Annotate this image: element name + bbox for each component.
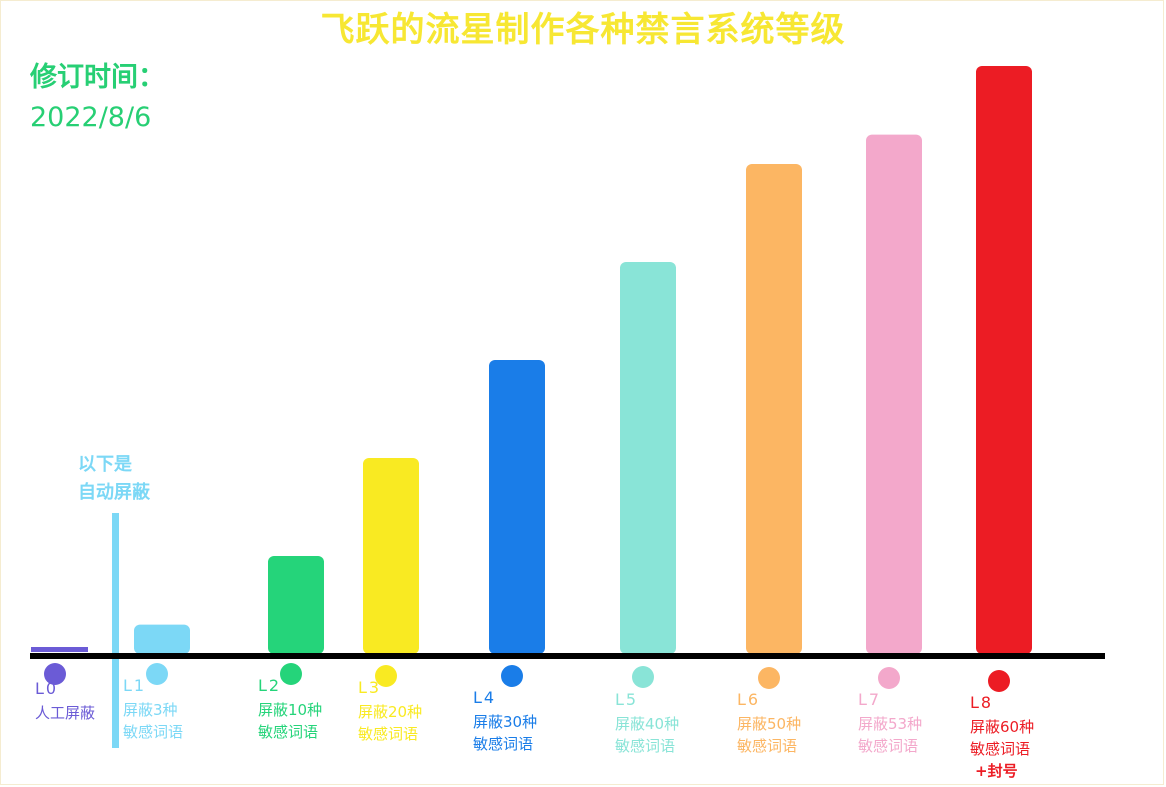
level-label-l8: L8 [970, 693, 993, 712]
auto-block-annotation-line2: 自动屏蔽 [78, 482, 150, 503]
level-desc-l8-1: 屏蔽60种 [970, 718, 1034, 736]
marker-l4 [501, 665, 523, 687]
level-label-l0: L0 [35, 679, 58, 698]
marker-l7 [878, 667, 900, 689]
level-desc-l5-2: 敏感词语 [615, 737, 675, 755]
bar-l8 [976, 66, 1032, 654]
level-desc-l4-2: 敏感词语 [473, 735, 533, 753]
marker-l8 [988, 670, 1010, 692]
level-desc-l0-1: 人工屏蔽 [35, 704, 95, 722]
level-desc-l4-1: 屏蔽30种 [473, 713, 537, 731]
bar-l5 [620, 262, 676, 654]
bar-l2 [268, 556, 324, 654]
marker-l3 [375, 665, 397, 687]
auto-block-divider [112, 513, 119, 748]
level-desc-l2-1: 屏蔽10种 [258, 701, 322, 719]
bar-l7 [866, 134, 922, 655]
chart-title: 飞跃的流星制作各种禁言系统等级 [320, 10, 846, 50]
revision-info: 修订时间： 2022/8/6 [30, 58, 165, 138]
level-desc-l6-2: 敏感词语 [737, 737, 797, 755]
level-desc-l5-1: 屏蔽40种 [615, 715, 679, 733]
level-label-l2: L2 [258, 676, 281, 695]
level-label-l1: L1 [123, 676, 146, 695]
marker-l1 [146, 663, 168, 685]
level-label-l4: L4 [473, 688, 496, 707]
x-axis-baseline [30, 653, 1105, 659]
bar-l1 [134, 624, 190, 654]
level-label-l6: L6 [737, 690, 760, 709]
revision-label: 修订时间： [30, 62, 165, 93]
marker-l6 [758, 667, 780, 689]
level-desc-l2-2: 敏感词语 [258, 723, 318, 741]
level-label-l7: L7 [858, 690, 881, 709]
auto-block-annotation: 以下是 自动屏蔽 [78, 451, 150, 507]
revision-date: 2022/8/6 [30, 102, 152, 133]
level-desc-l6-1: 屏蔽50种 [737, 715, 801, 733]
level-desc-l8-2: 敏感词语 [970, 740, 1030, 758]
level-desc-l7-1: 屏蔽53种 [858, 715, 922, 733]
marker-l2 [280, 663, 302, 685]
marker-l5 [632, 666, 654, 688]
bar-l4 [489, 360, 545, 654]
level-desc-l7-2: 敏感词语 [858, 737, 918, 755]
bar-l6 [746, 164, 802, 654]
level-desc-l1-1: 屏蔽3种 [123, 701, 178, 719]
bar-l0 [31, 647, 88, 652]
level-desc-l3-1: 屏蔽20种 [358, 703, 422, 721]
level-desc-l8-3: +封号 [975, 762, 1018, 780]
level-desc-l1-2: 敏感词语 [123, 723, 183, 741]
auto-block-annotation-line1: 以下是 [78, 454, 132, 475]
marker-l0 [44, 663, 66, 685]
level-desc-l3-2: 敏感词语 [358, 725, 418, 743]
level-label-l3: L3 [358, 678, 381, 697]
level-label-l5: L5 [615, 690, 638, 709]
bar-l3 [363, 458, 419, 654]
